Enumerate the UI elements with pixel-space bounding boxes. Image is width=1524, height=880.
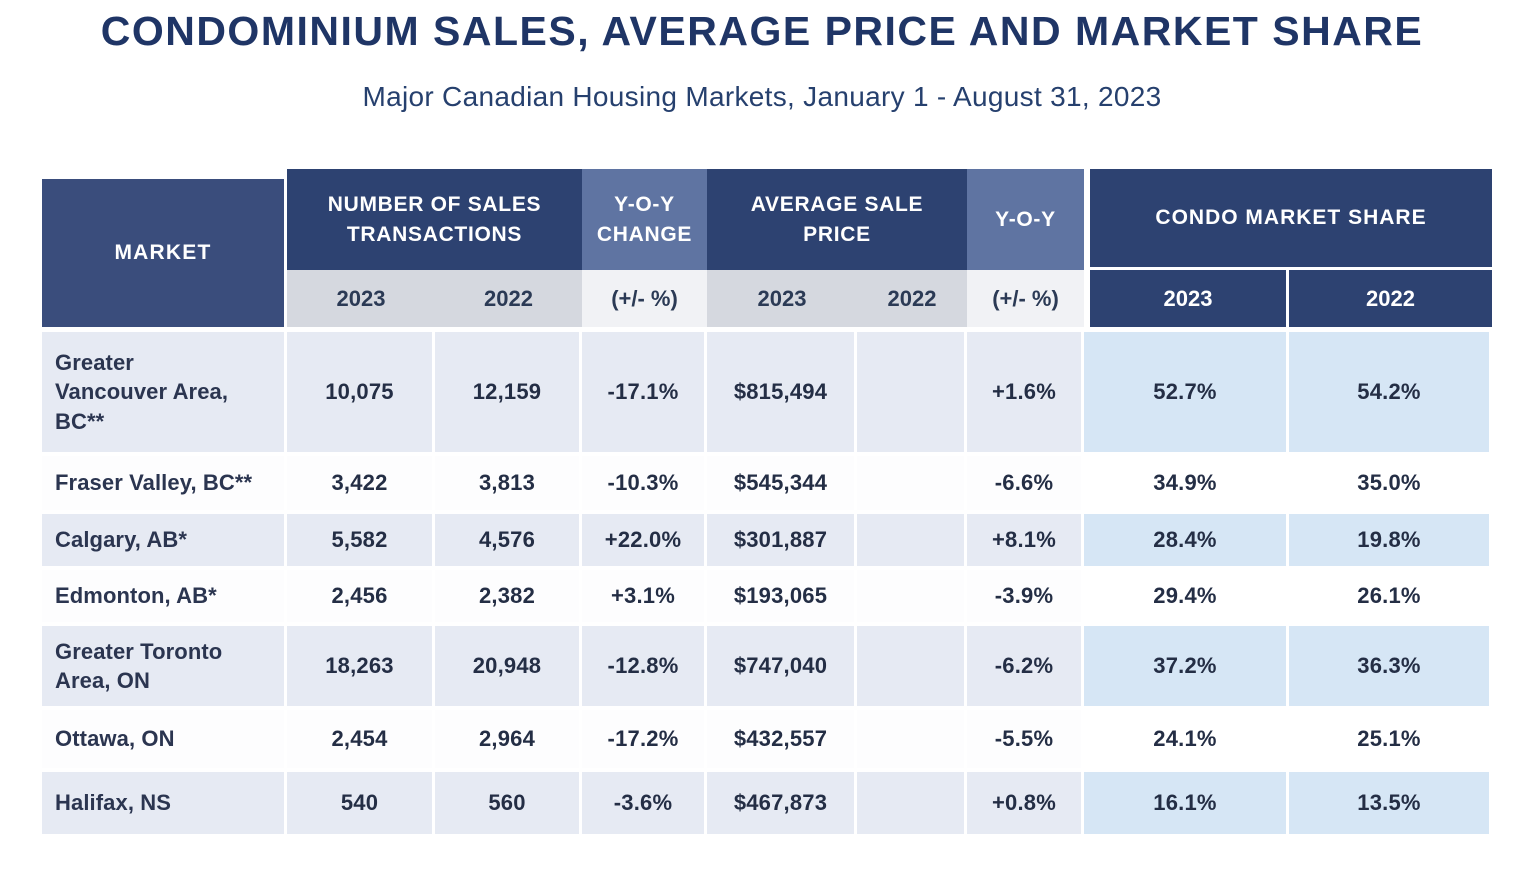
share-2023-cell: 37.2% [1084,626,1289,710]
price-yoy-cell: -6.2% [967,626,1084,710]
market-cell: Fraser Valley, BC** [42,456,287,514]
sales-yoy-change-cell: -3.6% [582,772,707,838]
sub-header-sales-2022: 2022 [435,270,582,327]
column-header-average-sale-price: AVERAGE SALE PRICE [707,169,967,270]
sales-yoy-change-cell: -12.8% [582,626,707,710]
condo-table: MARKET NUMBER OF SALES TRANSACTIONS Y-O-… [42,169,1492,838]
sub-header-price-2022: 2022 [857,270,967,327]
share-2023-cell: 52.7% [1084,332,1289,456]
sales-2022-cell: 3,813 [435,456,582,514]
avg-price-2022-cell [857,570,967,626]
sales-2022-cell: 2,964 [435,710,582,772]
sub-header-share-2023: 2023 [1084,270,1289,327]
market-cell: Greater Toronto Area, ON [42,626,287,710]
avg-price-2022-cell [857,514,967,570]
price-yoy-cell: +1.6% [967,332,1084,456]
share-2022-cell: 19.8% [1289,514,1492,570]
avg-price-2023-cell: $432,557 [707,710,857,772]
sales-2023-cell: 10,075 [287,332,435,456]
sub-header-price-yoy-unit: (+/- %) [967,270,1084,327]
share-2023-cell: 34.9% [1084,456,1289,514]
price-yoy-cell: -3.9% [967,570,1084,626]
sales-2023-cell: 2,454 [287,710,435,772]
sales-yoy-change-cell: -10.3% [582,456,707,514]
avg-price-2022-cell [857,332,967,456]
price-yoy-cell: +0.8% [967,772,1084,838]
table-header: MARKET NUMBER OF SALES TRANSACTIONS Y-O-… [42,169,1492,327]
column-header-condo-market-share: CONDO MARKET SHARE [1084,169,1492,270]
sub-header-price-2023: 2023 [707,270,857,327]
sales-2023-cell: 3,422 [287,456,435,514]
market-cell: Ottawa, ON [42,710,287,772]
sales-yoy-change-cell: -17.2% [582,710,707,772]
sub-header-share-2022: 2022 [1289,270,1492,327]
sales-yoy-change-cell: -17.1% [582,332,707,456]
page: CONDOMINIUM SALES, AVERAGE PRICE AND MAR… [0,8,1524,880]
sales-2023-cell: 540 [287,772,435,838]
column-header-market: MARKET [42,179,287,327]
page-subtitle: Major Canadian Housing Markets, January … [362,81,1162,112]
page-title: CONDOMINIUM SALES, AVERAGE PRICE AND MAR… [100,8,1424,54]
sales-2023-cell: 18,263 [287,626,435,710]
avg-price-2023-cell: $301,887 [707,514,857,570]
share-2023-cell: 28.4% [1084,514,1289,570]
avg-price-2023-cell: $545,344 [707,456,857,514]
share-2023-cell: 29.4% [1084,570,1289,626]
sales-2022-cell: 2,382 [435,570,582,626]
sales-2022-cell: 20,948 [435,626,582,710]
sales-yoy-change-cell: +22.0% [582,514,707,570]
column-header-sales-transactions: NUMBER OF SALES TRANSACTIONS [287,169,582,270]
avg-price-2023-cell: $747,040 [707,626,857,710]
avg-price-2022-cell [857,456,967,514]
market-cell: Greater Vancouver Area, BC** [42,332,287,456]
avg-price-2022-cell [857,710,967,772]
sales-2023-cell: 5,582 [287,514,435,570]
price-yoy-cell: +8.1% [967,514,1084,570]
sales-2022-cell: 4,576 [435,514,582,570]
share-2022-cell: 26.1% [1289,570,1492,626]
avg-price-2023-cell: $193,065 [707,570,857,626]
price-yoy-cell: -6.6% [967,456,1084,514]
share-2023-cell: 16.1% [1084,772,1289,838]
avg-price-2022-cell [857,772,967,838]
sub-header-sales-yoy-unit: (+/- %) [582,270,707,327]
avg-price-2023-cell: $815,494 [707,332,857,456]
sales-2023-cell: 2,456 [287,570,435,626]
share-2022-cell: 54.2% [1289,332,1492,456]
market-cell: Edmonton, AB* [42,570,287,626]
column-header-sales-yoy-change: Y-O-Y CHANGE [582,169,707,270]
sales-2022-cell: 560 [435,772,582,838]
table-body: Greater Vancouver Area, BC** 10,075 12,1… [42,332,1492,838]
avg-price-2023-cell: $467,873 [707,772,857,838]
price-yoy-cell: -5.5% [967,710,1084,772]
share-2022-cell: 13.5% [1289,772,1492,838]
sub-header-sales-2023: 2023 [287,270,435,327]
market-cell: Calgary, AB* [42,514,287,570]
sales-2022-cell: 12,159 [435,332,582,456]
market-cell: Halifax, NS [42,772,287,838]
column-header-price-yoy: Y-O-Y [967,169,1084,270]
share-2023-cell: 24.1% [1084,710,1289,772]
sales-yoy-change-cell: +3.1% [582,570,707,626]
share-2022-cell: 25.1% [1289,710,1492,772]
share-2022-cell: 35.0% [1289,456,1492,514]
share-2022-cell: 36.3% [1289,626,1492,710]
avg-price-2022-cell [857,626,967,710]
